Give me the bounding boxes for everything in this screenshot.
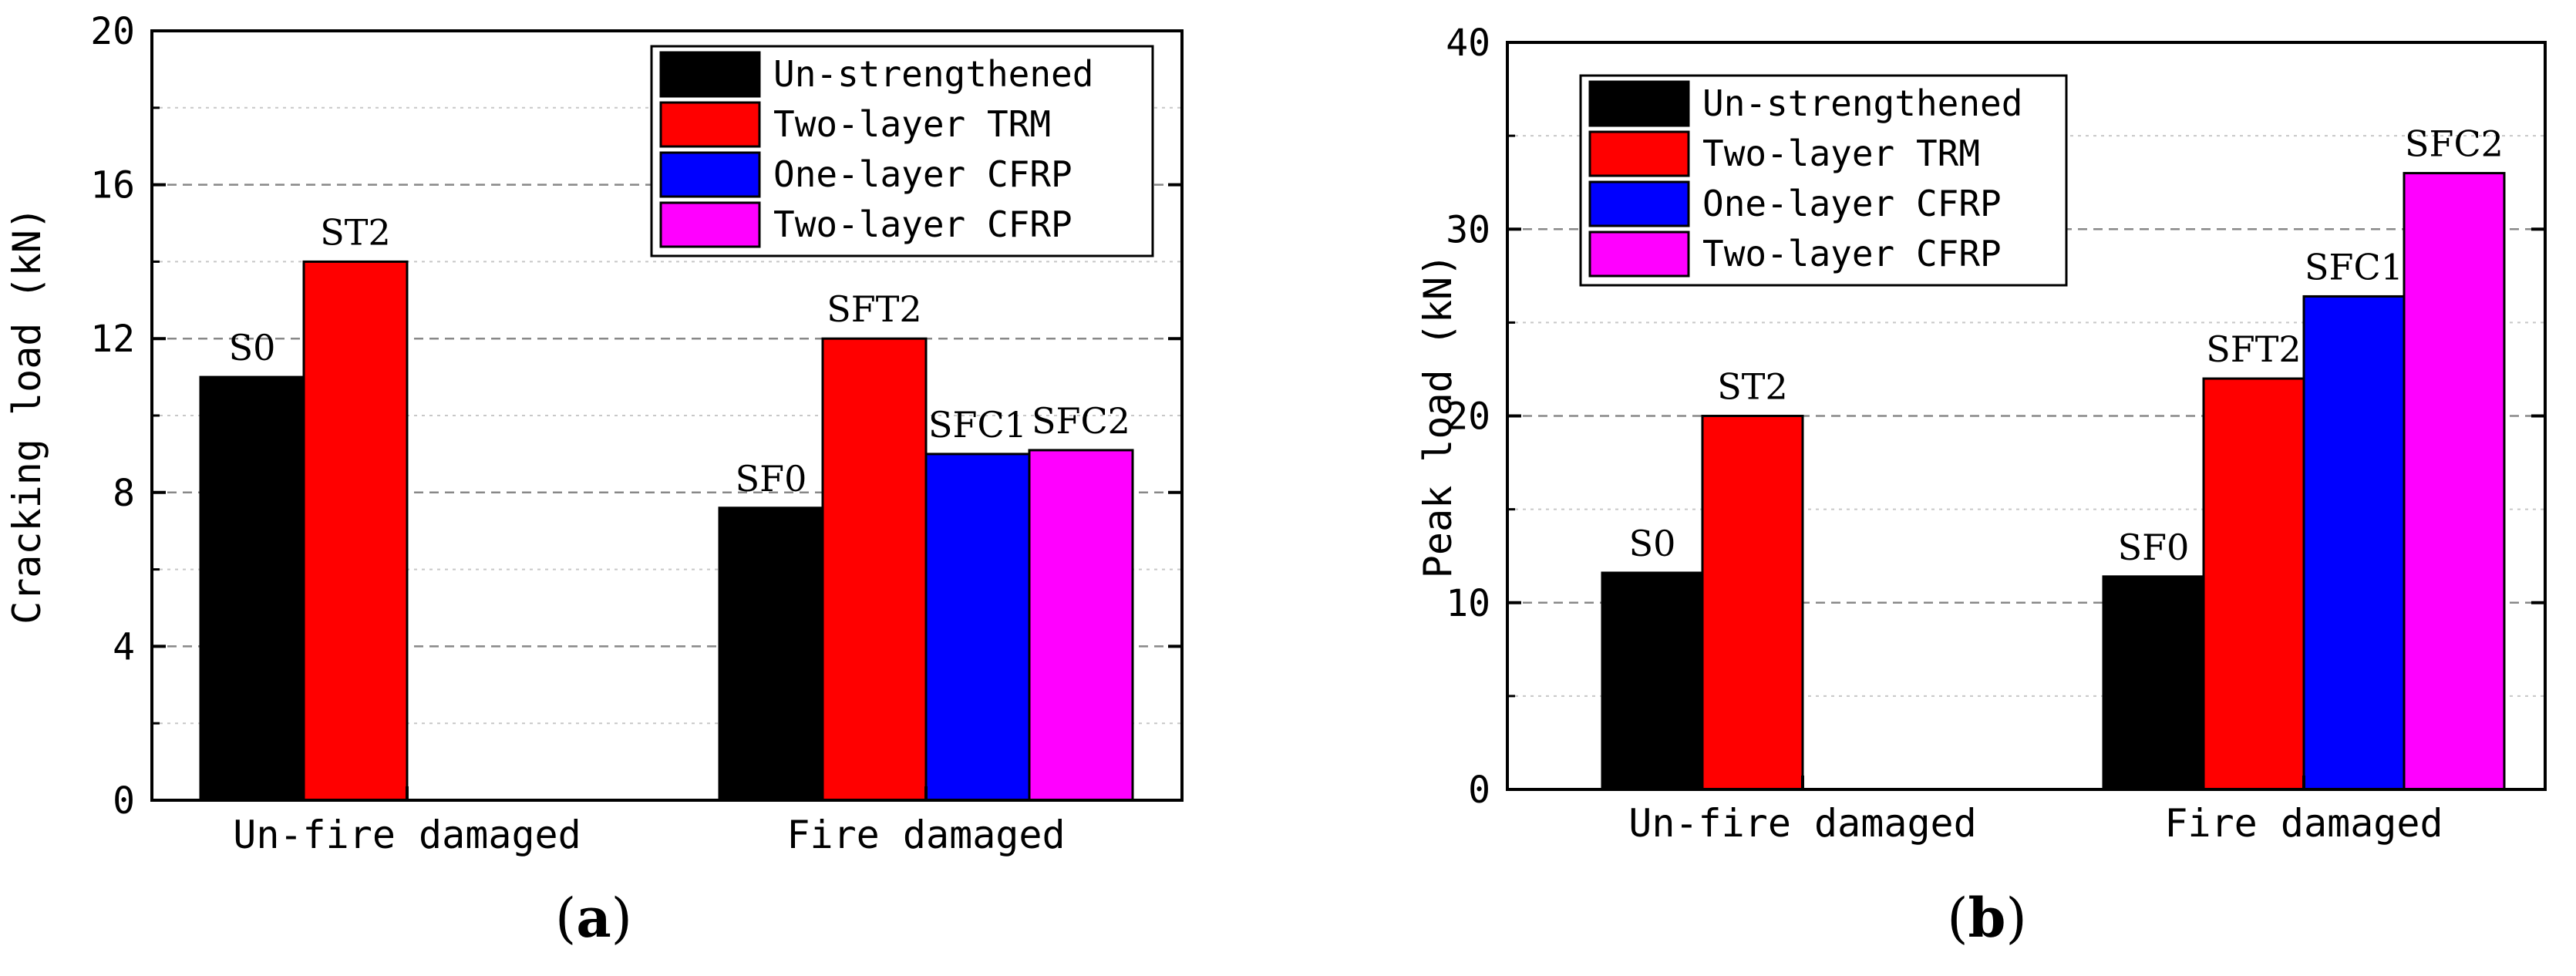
chart-panel-a: S0 SF0 ST2 SFT2 SFC1 SFC2 0 4 8 12 16 20 Cracking lo… [5,10,1184,950]
bar-b-un-strengthened-1 [2102,575,2205,791]
y-tick-label-a: 8 [113,472,135,515]
y-axis-label-a: Cracking load (kN) [5,207,49,624]
bar-a-two-layer-cfrp-1 [1028,449,1134,802]
panel-label-part: ) [2005,887,2026,950]
y-tick-label-a: 20 [90,10,135,53]
data-label-sf0: SF0 [2118,527,2190,568]
legend-swatch-b-3 [1588,231,1690,278]
y-tick-label-b: 0 [1468,769,1490,812]
panel-label-part: ) [611,887,632,950]
data-label-sft2: SFT2 [2206,328,2301,370]
bar-b-un-strengthened-0 [1601,571,1704,791]
legend-swatch-a-2 [659,151,761,198]
bar-a-two-layer-trm-1 [821,337,928,802]
data-label-sft2: SFT2 [827,288,921,330]
category-label-b-0: Un-fire damaged [1628,801,1977,846]
data-label-sfc2: SFC2 [1032,400,1130,442]
y-tick-label-b: 40 [1446,22,1490,65]
y-tick-label-b: 30 [1446,208,1490,251]
data-label-s0: S0 [1629,523,1676,564]
panel-label-part: ( [555,887,576,950]
data-label-sfc2: SFC2 [2405,123,2504,165]
legend-label-b-3: Two-layer CFRP [1702,233,2002,274]
bar-b-two-layer-cfrp-1 [2403,172,2506,791]
bar-a-one-layer-cfrp-1 [924,453,1031,802]
data-label-sfc1: SFC1 [2305,246,2403,288]
category-label-a-1: Fire damaged [786,813,1065,857]
panel-label-b: (b) [1947,886,2027,950]
panel-label-part: a [576,886,611,950]
category-label-b-1: Fire damaged [2164,801,2443,846]
legend-label-b-1: Two-layer TRM [1702,133,1980,174]
data-label-sf0: SF0 [736,458,807,500]
y-tick-label-a: 16 [90,164,135,207]
legend-swatch-b-0 [1588,80,1690,127]
legend-label-a-1: Two-layer TRM [773,103,1051,145]
legend-label-a-2: One-layer CFRP [773,153,1072,195]
panel-label-a: (a) [555,886,632,950]
bar-b-two-layer-trm-0 [1701,415,1804,791]
data-label-st2: ST2 [320,211,390,253]
legend-swatch-a-0 [659,51,761,98]
legend-label-b-0: Un-strengthened [1702,82,2022,124]
y-axis-label-b: Peak load (kN) [1416,254,1460,578]
panel-label-part: b [1968,886,2006,950]
y-tick-label-a: 12 [90,318,135,361]
data-label-s0: S0 [229,327,276,369]
legend-label-a-0: Un-strengthened [773,53,1093,95]
panel-label-part: ( [1947,887,1968,950]
legend-swatch-b-2 [1588,180,1690,227]
bar-a-two-layer-trm-0 [302,260,409,802]
y-tick-label-a: 4 [113,625,135,668]
category-label-a-0: Un-fire damaged [233,813,581,857]
bar-a-un-strengthened-0 [199,375,305,802]
legend-label-b-2: One-layer CFRP [1702,183,2002,224]
data-label-sfc1: SFC1 [928,404,1027,446]
bar-b-two-layer-trm-1 [2202,377,2305,791]
y-tick-label-b: 10 [1446,582,1490,625]
bar-b-one-layer-cfrp-1 [2302,294,2406,791]
data-label-st2: ST2 [1717,366,1787,408]
legend-swatch-a-1 [659,101,761,148]
y-tick-label-a: 0 [113,779,135,823]
y-tick-label-b: 20 [1446,395,1490,439]
legend-swatch-b-1 [1588,130,1690,177]
legend-label-a-3: Two-layer CFRP [773,204,1072,245]
legend-swatch-a-3 [659,201,761,248]
bar-a-un-strengthened-1 [718,507,824,802]
